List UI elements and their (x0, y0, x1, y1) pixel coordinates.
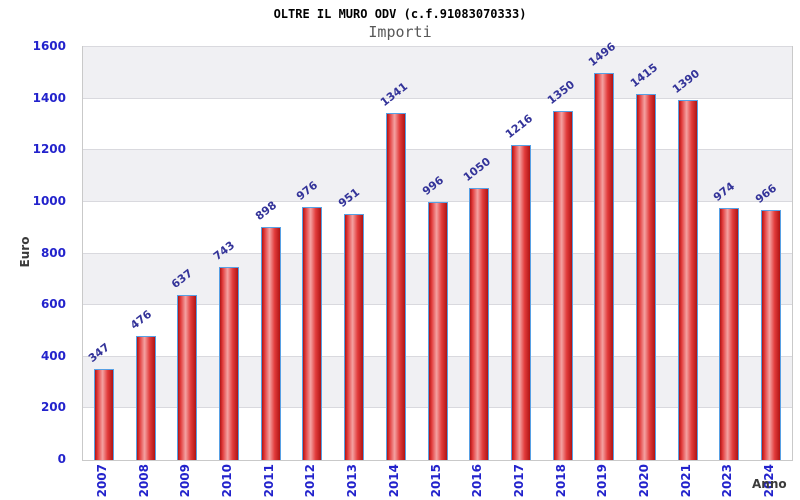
x-tick-label: 2009 (178, 464, 193, 498)
bar (552, 110, 573, 460)
x-axis-tick-labels: 2007 2008 2009 2010 2011 2012 2013 2014 2015 2016… (82, 462, 791, 499)
bar (636, 93, 657, 460)
y-tick-label: 1200 (32, 142, 66, 157)
bar (427, 201, 448, 460)
y-tick-label: 800 (40, 245, 66, 260)
y-tick-label: 1400 (32, 90, 66, 105)
bar (469, 187, 490, 460)
x-tick-label: 2012 (303, 464, 318, 498)
x-tick-label: 2015 (428, 464, 443, 498)
chart-subtitle: Importi (368, 23, 432, 41)
bar (594, 72, 615, 460)
x-tick-label: 2007 (94, 464, 109, 498)
y-axis-tick-labels: 0 200 400 600 800 1000 1200 1400 1600 (0, 39, 74, 466)
x-tick-label: 2008 (136, 464, 151, 498)
y-tick-label: 0 (57, 452, 66, 466)
y-tick-label: 400 (40, 348, 66, 363)
bar (510, 145, 531, 460)
bar (719, 207, 740, 460)
x-tick-label: 2020 (637, 464, 652, 498)
bar (385, 112, 406, 460)
x-tick-label: 2017 (511, 464, 526, 498)
gridline (83, 46, 792, 47)
bar (761, 209, 782, 460)
x-tick-label: 2010 (219, 464, 234, 498)
x-tick-label: 2011 (261, 464, 276, 498)
plot-band (83, 98, 792, 151)
x-axis-title: Anno (752, 477, 787, 491)
bar (344, 213, 365, 460)
plot-area: 347 476 637 743 898 976 951 1341 996 1050 1216 1350… (82, 40, 793, 461)
bar (93, 369, 114, 460)
bar (677, 100, 698, 460)
gridline (83, 97, 792, 99)
y-tick-label: 1000 (32, 193, 66, 208)
bar (260, 227, 281, 460)
bar (302, 207, 323, 460)
bar (177, 294, 198, 460)
x-tick-label: 2021 (678, 464, 693, 498)
x-tick-label: 2013 (345, 464, 360, 498)
x-tick-label: 2023 (720, 464, 735, 498)
gridline (83, 149, 792, 151)
y-tick-label: 200 (40, 400, 66, 415)
bar (218, 267, 239, 460)
y-tick-label: 1600 (32, 39, 66, 53)
x-tick-label: 2014 (386, 464, 401, 498)
chart-title: OLTRE IL MURO ODV (c.f.91083070333) (273, 7, 527, 21)
gridline (83, 200, 792, 202)
x-tick-label: 2016 (470, 464, 485, 498)
y-tick-label: 600 (40, 297, 66, 312)
plot-band (83, 47, 792, 99)
plot-band (83, 150, 792, 202)
bar (135, 336, 156, 460)
x-tick-label: 2018 (553, 464, 568, 498)
x-tick-label: 2019 (595, 464, 610, 498)
